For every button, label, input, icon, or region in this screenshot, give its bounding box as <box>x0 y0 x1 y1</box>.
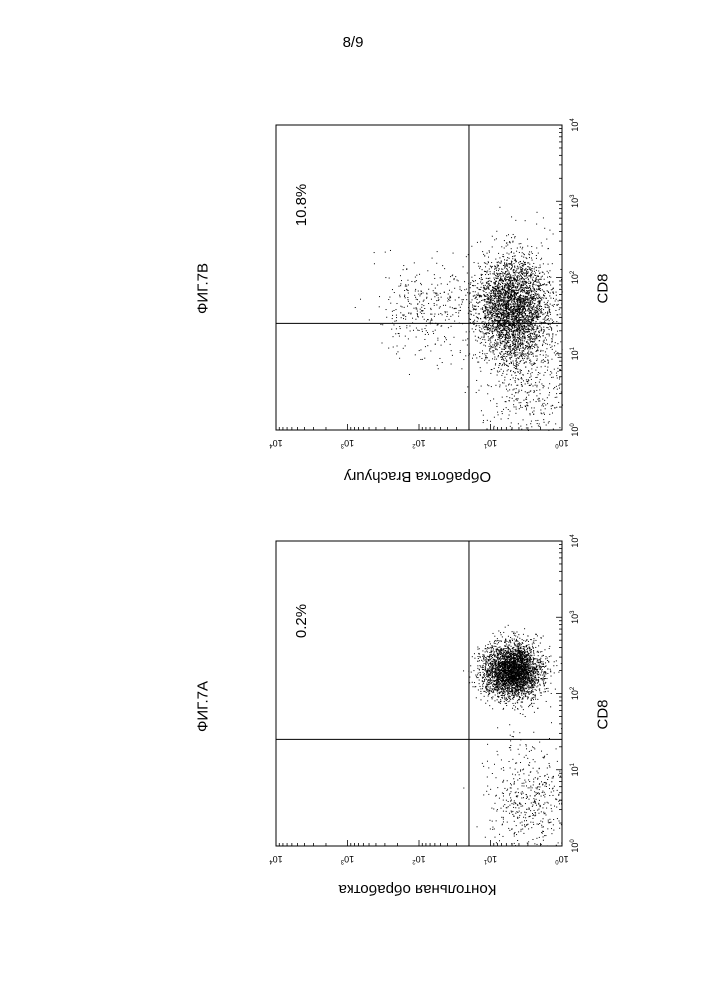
x-tick-label: 100 <box>570 423 580 437</box>
svg-text:104: 104 <box>269 854 283 864</box>
svg-text:103: 103 <box>340 854 354 864</box>
y-tick-label: 101 <box>483 438 497 448</box>
y-tick-label: 103 <box>340 854 354 864</box>
x-tick-label: 100 <box>570 839 580 853</box>
svg-text:102: 102 <box>412 854 426 864</box>
y-tick-label: 103 <box>340 438 354 448</box>
x-tick-label: 102 <box>570 686 580 700</box>
y-axis-label-7a: Контольная обработка <box>275 881 560 898</box>
svg-text:101: 101 <box>483 438 497 448</box>
x-tick-label: 102 <box>570 270 580 284</box>
svg-text:102: 102 <box>570 270 580 284</box>
figure-title-7b: ФИГ.7В <box>195 254 212 324</box>
svg-text:104: 104 <box>570 534 580 548</box>
svg-text:103: 103 <box>570 194 580 208</box>
y-axis-label-7b: Обработка Brachyury <box>275 468 560 485</box>
y-tick-label: 104 <box>269 854 283 864</box>
svg-text:103: 103 <box>570 610 580 624</box>
x-tick-label: 103 <box>570 194 580 208</box>
x-axis-label-7b: CD8 <box>595 269 612 309</box>
x-tick-label: 103 <box>570 610 580 624</box>
x-tick-label: 104 <box>570 534 580 548</box>
axis-ticks <box>279 544 562 846</box>
page-number: 8/9 <box>0 34 706 51</box>
svg-text:104: 104 <box>570 118 580 132</box>
svg-text:102: 102 <box>412 438 426 448</box>
y-tick-label: 102 <box>412 438 426 448</box>
scatter-plot-7b: 100100 101 101 102 102 103 103 104 104 10.8% <box>255 112 585 462</box>
y-tick-label: 100 <box>555 438 569 448</box>
y-tick-label: 104 <box>269 438 283 448</box>
svg-text:100: 100 <box>570 839 580 853</box>
svg-text:101: 101 <box>483 854 497 864</box>
x-tick-label: 101 <box>570 346 580 360</box>
svg-text:102: 102 <box>570 686 580 700</box>
y-tick-label: 101 <box>483 854 497 864</box>
events <box>463 625 562 847</box>
y-tick-label: 100 <box>555 854 569 864</box>
y-tick-label: 102 <box>412 854 426 864</box>
svg-text:101: 101 <box>570 346 580 360</box>
svg-text:101: 101 <box>570 762 580 776</box>
svg-text:104: 104 <box>269 438 283 448</box>
quadrant-percent-label: 0.2% <box>293 604 310 638</box>
svg-text:100: 100 <box>555 854 569 864</box>
svg-text:10.8%: 10.8% <box>293 184 310 227</box>
scatter-plot-7a: 100100 101 101 102 102 103 103 104 104 0.2% <box>255 528 585 878</box>
plot-frame <box>276 541 562 846</box>
events <box>355 207 563 431</box>
x-tick-label: 104 <box>570 118 580 132</box>
figure-title-7a: ФИГ.7А <box>195 672 212 742</box>
quadrant-percent-label: 10.8% <box>293 184 310 227</box>
svg-text:100: 100 <box>555 438 569 448</box>
x-tick-label: 101 <box>570 762 580 776</box>
x-axis-label-7a: CD8 <box>595 695 612 735</box>
svg-text:100: 100 <box>570 423 580 437</box>
plot-frame <box>276 125 562 430</box>
svg-text:0.2%: 0.2% <box>293 604 310 638</box>
svg-text:103: 103 <box>340 438 354 448</box>
